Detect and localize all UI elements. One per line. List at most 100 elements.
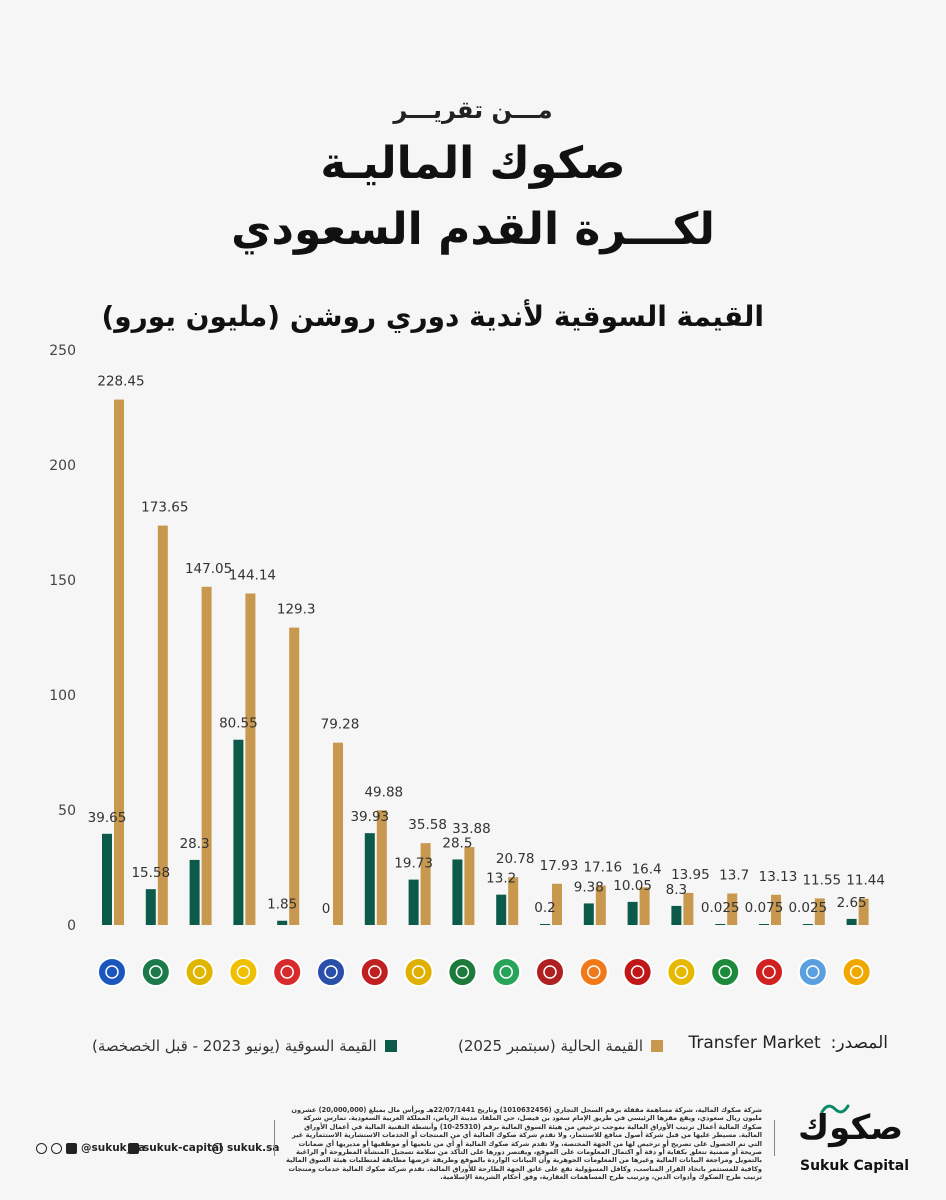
club-logo-icon	[710, 957, 741, 987]
y-tick-label: 50	[58, 803, 76, 819]
data-label-previous: 0.075	[745, 900, 784, 916]
footer-divider	[774, 1120, 775, 1156]
club-logo-icon	[666, 957, 697, 987]
globe-icon	[212, 1142, 223, 1154]
club-logo-icon	[447, 957, 478, 987]
data-label-previous: 0.025	[788, 900, 827, 916]
legend-previous-swatch	[384, 1040, 397, 1052]
website-link[interactable]: sukuk.sa	[212, 1142, 280, 1154]
club-logo-icon	[797, 957, 828, 987]
club-logo-detail	[280, 965, 294, 979]
al-riyadh-logo	[710, 957, 741, 987]
data-label-current: 11.55	[802, 872, 841, 888]
data-label-current: 49.88	[364, 784, 403, 800]
al-nassr-logo	[228, 957, 259, 987]
club-logo-icon	[184, 957, 215, 987]
bar-previous	[583, 903, 594, 925]
data-label-previous: 0	[322, 901, 331, 917]
al-shabab-logo	[359, 957, 390, 987]
bar-current	[157, 525, 168, 925]
club-logo-detail	[455, 965, 470, 979]
al-khulood-logo	[666, 957, 697, 987]
club-logo-icon	[272, 957, 303, 987]
data-label-current: 147.05	[185, 561, 232, 577]
abha-logo	[316, 957, 346, 987]
report-kicker: مـــن تقريـــر	[393, 96, 553, 124]
legend-previous-series: القيمة السوقية (يونيو 2023 - قبل الخصخصة…	[92, 1037, 397, 1055]
y-tick-label: 150	[49, 573, 76, 589]
bar-current	[552, 883, 562, 925]
bar-current	[683, 892, 694, 925]
club-logo-detail	[674, 965, 689, 979]
data-label-current: 17.93	[540, 858, 579, 874]
al-okhdood-logo	[841, 957, 872, 987]
club-logo-icon	[359, 957, 390, 987]
data-label-current: 79.28	[321, 717, 360, 733]
data-label-previous: 13.2	[486, 871, 516, 887]
bar-current	[333, 742, 343, 925]
al-fateh-logo	[578, 957, 609, 987]
al-taawoun-logo	[403, 957, 434, 987]
data-label-previous: 19.73	[394, 856, 433, 872]
al-ettifaq-logo	[447, 957, 478, 987]
source-note: المصدر: Transfer Market	[688, 1033, 888, 1053]
al-khaleej-logo	[535, 957, 565, 987]
club-logo-detail	[762, 965, 776, 979]
club-logo-detail	[499, 965, 513, 979]
source-label: المصدر:	[830, 1033, 888, 1053]
bar-current	[245, 593, 256, 925]
al-ahli-logo	[140, 957, 171, 987]
legend-previous-label: القيمة السوقية (يونيو 2023 - قبل الخصخصة…	[92, 1037, 377, 1055]
data-label-previous: 10.05	[613, 878, 652, 894]
linkedin-link[interactable]: sukuk-capital	[128, 1142, 223, 1154]
data-label-previous: 0.025	[701, 900, 740, 916]
al-ittihad-logo	[184, 957, 215, 987]
linkedin-icon	[128, 1142, 139, 1154]
bar-previous	[759, 924, 769, 925]
club-logo-detail	[368, 965, 382, 979]
bar-current	[508, 877, 519, 925]
website-url: sukuk.sa	[227, 1142, 280, 1154]
data-label-current: 144.14	[229, 567, 276, 583]
al-fayha-logo	[491, 957, 522, 987]
bar-previous	[408, 879, 419, 925]
damac-logo	[622, 957, 653, 987]
club-logo-detail	[806, 965, 820, 979]
club-logo-detail	[149, 965, 163, 979]
data-label-current: 35.58	[408, 817, 447, 833]
club-logo-icon	[97, 957, 127, 987]
bar-chart: 0 50 100 150 200 250 39.65 228.45 15.58 173.65 28.…	[49, 343, 885, 987]
bar-previous	[145, 889, 156, 925]
y-tick-label: 250	[49, 343, 76, 359]
club-logo-detail	[630, 965, 645, 979]
data-label-previous: 15.58	[131, 865, 170, 881]
x-icon	[66, 1142, 77, 1154]
data-label-current: 20.78	[496, 851, 535, 867]
data-label-previous: 39.93	[350, 809, 389, 825]
logo-mark-icon	[820, 1104, 850, 1114]
data-label-current: 33.88	[452, 821, 491, 837]
bar-current	[771, 894, 781, 925]
club-logo-icon	[754, 957, 784, 987]
club-logo-icon	[316, 957, 346, 987]
data-label-previous: 9.38	[574, 879, 604, 895]
legal-disclaimer: شركة صكوك المالية، شركة مساهمة مقفلة برق…	[286, 1106, 762, 1182]
sukuk-capital-logo: صكوك Sukuk Capital	[794, 1104, 914, 1188]
data-label-current: 13.7	[719, 867, 749, 883]
club-logo-detail	[324, 965, 338, 979]
bar-previous	[277, 920, 288, 925]
al-raed-logo	[754, 957, 784, 987]
data-label-previous: 2.65	[837, 895, 867, 911]
bar-previous	[846, 918, 857, 925]
data-label-current: 13.95	[671, 867, 710, 883]
bar-current	[376, 810, 387, 925]
y-tick-label: 200	[49, 458, 76, 474]
club-logo-icon	[535, 957, 565, 987]
data-label-current: 129.3	[277, 602, 316, 618]
bar-previous	[627, 901, 638, 925]
bar-current	[639, 887, 650, 925]
bar-current	[114, 399, 124, 925]
al-qadsiah-logo	[272, 957, 303, 987]
bar-previous	[364, 833, 375, 925]
data-label-current: 228.45	[97, 374, 144, 390]
